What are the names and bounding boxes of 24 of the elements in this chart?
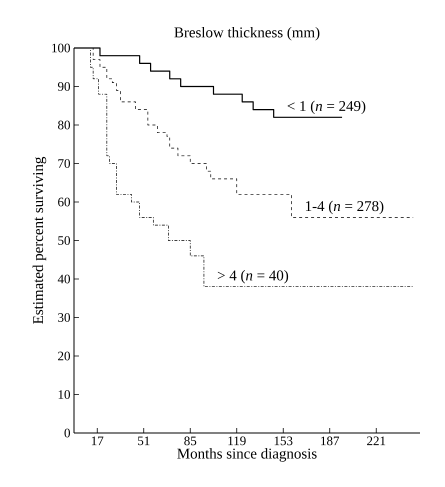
x-tick-label: 221	[367, 436, 386, 446]
y-tick-label: 50	[58, 236, 70, 245]
x-tick-label: 153	[274, 436, 292, 446]
y-tick-label: 40	[58, 274, 70, 284]
y-tick-label: 80	[58, 120, 70, 130]
y-tick-label: 60	[58, 198, 70, 206]
y-tick-label: 0	[64, 428, 70, 438]
y-tick-label: 20	[58, 352, 70, 360]
y-tick-label: 70	[58, 159, 70, 168]
x-tick-label: 187	[321, 436, 340, 446]
series-label: 1-4 (n = 278)	[306, 200, 384, 214]
y-tick-label: 10	[58, 390, 70, 399]
y-tick-label: 100	[52, 44, 70, 52]
chart-title: Breslow thickness (mm)	[174, 26, 320, 40]
series-label: > 4 (n = 40)	[218, 270, 288, 284]
y-tick-label: 30	[58, 313, 70, 322]
y-tick-label: 90	[58, 82, 70, 91]
x-tick-label: 119	[228, 436, 246, 446]
series-label: < 1 (n = 249)	[288, 100, 366, 114]
x-axis-title: Months since diagnosis	[177, 448, 317, 462]
x-tick-label: 17	[92, 436, 104, 446]
x-tick-label: 51	[138, 436, 150, 446]
y-axis-title: Estimated percent surviving	[32, 156, 46, 324]
x-tick-label: 85	[184, 436, 196, 446]
